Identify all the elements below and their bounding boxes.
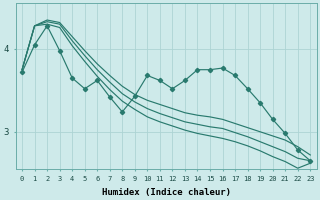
X-axis label: Humidex (Indice chaleur): Humidex (Indice chaleur) [102,188,231,197]
